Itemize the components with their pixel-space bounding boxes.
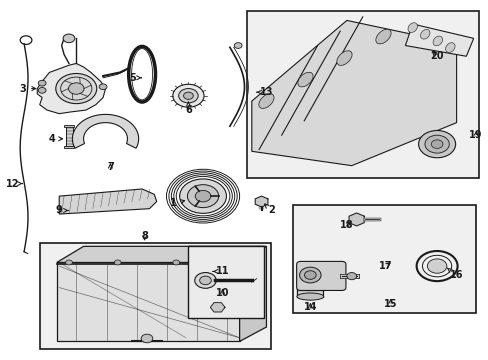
Text: 15: 15: [383, 299, 397, 309]
Text: 11: 11: [213, 266, 229, 276]
Ellipse shape: [445, 43, 454, 53]
Circle shape: [114, 260, 121, 265]
Circle shape: [68, 83, 84, 94]
Ellipse shape: [375, 29, 390, 44]
Text: 14: 14: [303, 302, 316, 312]
Polygon shape: [65, 126, 73, 146]
Bar: [64, 146, 74, 148]
Circle shape: [199, 276, 211, 285]
Circle shape: [65, 260, 72, 265]
Polygon shape: [57, 246, 266, 262]
Circle shape: [178, 89, 198, 103]
Text: 6: 6: [184, 102, 191, 115]
Text: 19: 19: [468, 130, 482, 140]
Text: 20: 20: [429, 51, 443, 61]
Ellipse shape: [296, 293, 323, 300]
Text: 10: 10: [215, 288, 229, 298]
Circle shape: [299, 267, 321, 283]
Polygon shape: [255, 196, 267, 207]
Circle shape: [226, 260, 233, 265]
Circle shape: [63, 34, 75, 42]
Circle shape: [346, 273, 356, 280]
Bar: [293, 205, 475, 313]
Ellipse shape: [297, 72, 312, 87]
Circle shape: [430, 140, 442, 148]
Bar: [296, 270, 323, 297]
Polygon shape: [239, 246, 266, 341]
Circle shape: [418, 131, 455, 158]
Circle shape: [172, 84, 203, 107]
Text: 9: 9: [56, 206, 68, 216]
Ellipse shape: [336, 51, 351, 66]
Circle shape: [427, 259, 446, 273]
Circle shape: [194, 273, 216, 288]
Bar: [40, 243, 271, 348]
Ellipse shape: [407, 23, 417, 32]
Bar: [246, 12, 478, 178]
Ellipse shape: [420, 30, 429, 39]
Text: 18: 18: [339, 220, 353, 230]
Bar: [64, 125, 74, 127]
Circle shape: [172, 260, 179, 265]
Polygon shape: [37, 63, 105, 114]
Ellipse shape: [296, 265, 323, 273]
Polygon shape: [348, 213, 364, 226]
Polygon shape: [210, 303, 224, 312]
Text: 7: 7: [107, 162, 114, 172]
Text: 8: 8: [141, 231, 148, 240]
Text: 13: 13: [256, 87, 273, 97]
Circle shape: [38, 87, 46, 93]
FancyBboxPatch shape: [296, 261, 345, 291]
Text: 12: 12: [6, 179, 22, 189]
Text: 17: 17: [378, 261, 392, 271]
Circle shape: [183, 92, 193, 99]
Circle shape: [234, 42, 242, 48]
Text: 3: 3: [19, 84, 36, 94]
Ellipse shape: [258, 94, 273, 108]
Circle shape: [304, 271, 316, 279]
Text: 16: 16: [446, 268, 463, 280]
Polygon shape: [57, 262, 239, 341]
Ellipse shape: [432, 36, 442, 46]
Text: 5: 5: [129, 73, 141, 83]
Circle shape: [141, 334, 153, 343]
Polygon shape: [72, 114, 139, 148]
Bar: [188, 246, 264, 320]
Bar: [188, 246, 264, 318]
Circle shape: [187, 185, 218, 208]
Circle shape: [99, 84, 107, 90]
Text: 2: 2: [264, 204, 274, 216]
Polygon shape: [251, 21, 456, 166]
Circle shape: [56, 73, 97, 104]
Text: 1: 1: [170, 198, 184, 208]
Circle shape: [195, 190, 210, 202]
Circle shape: [38, 80, 46, 86]
Text: 4: 4: [48, 134, 62, 144]
Polygon shape: [59, 189, 157, 214]
Circle shape: [424, 135, 448, 153]
Polygon shape: [405, 24, 473, 56]
Circle shape: [179, 179, 226, 213]
